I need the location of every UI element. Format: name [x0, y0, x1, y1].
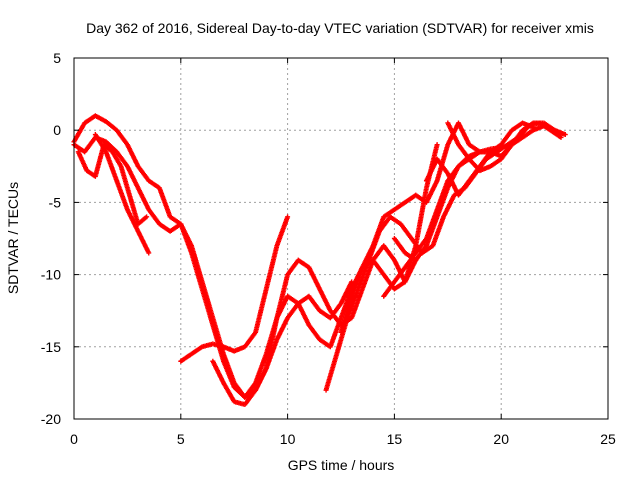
series-track-4	[92, 132, 152, 256]
data-points	[71, 113, 568, 408]
x-tick-label: 0	[70, 431, 78, 447]
y-tick-label: 0	[53, 122, 61, 138]
axis-ticks: 0 5 10 15 20 25 -20 -15 -10 -5 0 5	[41, 50, 616, 447]
data-point	[285, 214, 291, 220]
series-track-5	[178, 214, 291, 364]
series-track-10	[391, 142, 515, 263]
data-point	[144, 214, 150, 220]
series-track-3	[75, 142, 150, 227]
y-axis-title: SDTVAR / TECUs	[5, 182, 21, 294]
series-track-12	[445, 120, 564, 174]
y-tick-label: 5	[53, 50, 61, 66]
y-tick-label: -20	[41, 411, 61, 427]
x-tick-label: 15	[387, 431, 403, 447]
x-tick-label: 25	[600, 431, 616, 447]
data-point	[146, 250, 152, 256]
y-tick-label: -15	[41, 339, 61, 355]
x-tick-label: 5	[177, 431, 185, 447]
x-tick-label: 10	[280, 431, 296, 447]
chart-title: Day 362 of 2016, Sidereal Day-to-day VTE…	[86, 20, 594, 36]
data-point	[558, 132, 564, 138]
x-axis-title: GPS time / hours	[288, 457, 395, 473]
data-point	[434, 142, 440, 148]
x-tick-label: 20	[493, 431, 509, 447]
y-tick-label: -10	[41, 267, 61, 283]
y-tick-label: -5	[49, 194, 62, 210]
data-point	[562, 132, 568, 138]
plot-frame	[73, 57, 609, 420]
